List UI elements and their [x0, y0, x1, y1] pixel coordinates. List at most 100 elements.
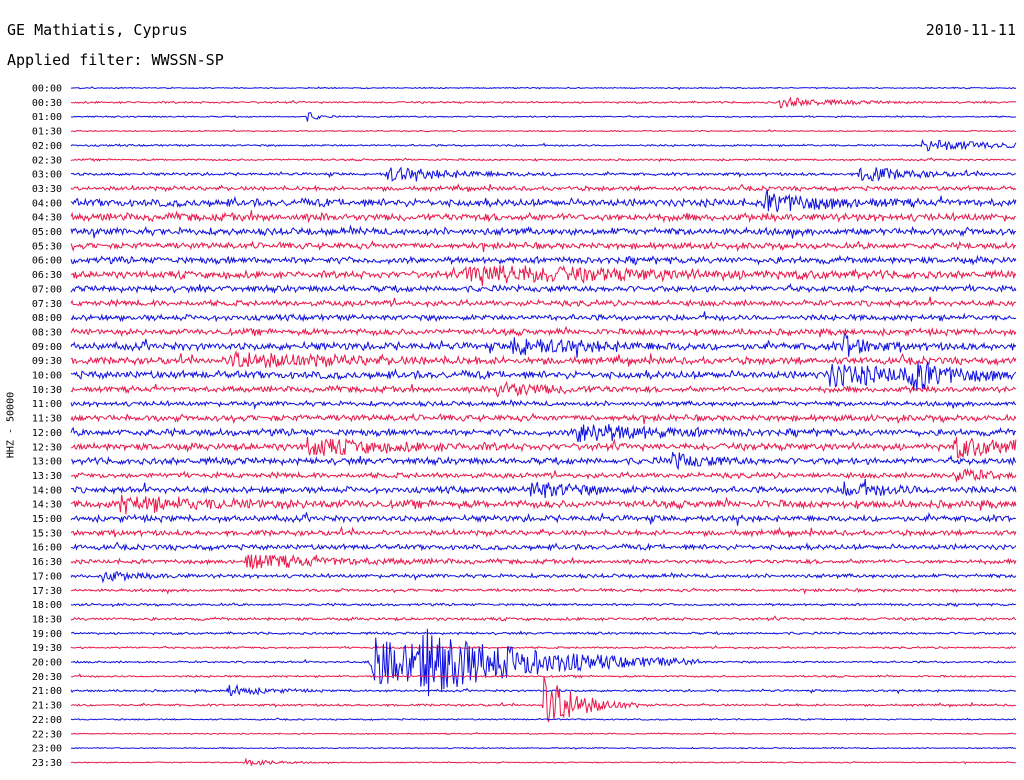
- row-label-1300: 13:00: [32, 457, 62, 468]
- row-label-1600: 16:00: [32, 543, 62, 554]
- row-label-2230: 22:30: [32, 729, 62, 740]
- trace-row-0700: [70, 283, 1017, 295]
- trace-row-0100: [70, 112, 1016, 122]
- trace-row-1700: [70, 571, 1017, 584]
- trace-row-0000: [71, 86, 1017, 91]
- row-label-1000: 10:00: [32, 371, 62, 382]
- trace-row-1530: [70, 525, 1017, 538]
- trace-row-2230: [70, 731, 1017, 736]
- row-label-0900: 09:00: [32, 342, 62, 353]
- row-label-0830: 08:30: [32, 327, 62, 338]
- row-label-1500: 15:00: [32, 514, 62, 525]
- row-label-0800: 08:00: [32, 313, 62, 324]
- trace-row-2200: [70, 717, 1017, 721]
- row-label-0930: 09:30: [32, 356, 62, 367]
- trace-row-1730: [70, 587, 1017, 595]
- trace-row-1200: [70, 424, 1017, 443]
- row-label-1100: 11:00: [32, 399, 62, 410]
- trace-row-2130: [70, 676, 1016, 723]
- trace-row-1030: [70, 380, 1016, 398]
- row-label-2330: 23:30: [32, 758, 62, 769]
- trace-row-1400: [70, 478, 1017, 499]
- trace-row-0430: [70, 210, 1017, 224]
- trace-row-1800: [70, 602, 1016, 608]
- row-label-0100: 01:00: [32, 112, 62, 123]
- row-label-1400: 14:00: [32, 485, 62, 496]
- trace-row-1100: [70, 398, 1017, 410]
- row-label-2030: 20:30: [32, 672, 62, 683]
- row-label-1800: 18:00: [32, 600, 62, 611]
- trace-row-0630: [70, 264, 1017, 287]
- trace-row-0030: [71, 96, 1017, 109]
- row-label-0530: 05:30: [32, 241, 62, 252]
- row-label-2300: 23:00: [32, 744, 62, 755]
- row-label-0300: 03:00: [32, 170, 62, 181]
- trace-row-1930: [70, 645, 1016, 650]
- station-title: GE Mathiatis, Cyprus: [7, 21, 188, 39]
- row-label-1230: 12:30: [32, 442, 62, 453]
- trace-row-0500: [70, 224, 1016, 239]
- date-label: 2010-11-11: [925, 21, 1016, 39]
- row-label-0030: 00:30: [32, 98, 62, 109]
- row-label-0600: 06:00: [32, 256, 62, 267]
- trace-row-1000: [70, 361, 1017, 391]
- row-label-0400: 04:00: [32, 198, 62, 209]
- row-label-1430: 14:30: [32, 500, 62, 511]
- trace-row-0600: [70, 254, 1017, 266]
- row-label-1700: 17:00: [32, 571, 62, 582]
- row-label-0430: 04:30: [32, 213, 62, 224]
- trace-row-0200: [70, 138, 1017, 152]
- row-label-0130: 01:30: [32, 127, 62, 138]
- row-label-2200: 22:00: [32, 715, 62, 726]
- trace-row-0230: [70, 157, 1017, 163]
- trace-row-1630: [70, 553, 1017, 570]
- trace-row-0530: [70, 240, 1016, 253]
- row-label-0000: 00:00: [32, 84, 62, 95]
- row-label-1530: 15:30: [32, 528, 62, 539]
- trace-row-2030: [70, 673, 1017, 679]
- row-label-0330: 03:30: [32, 184, 62, 195]
- row-label-0500: 05:00: [32, 227, 62, 238]
- trace-row-2330: [70, 757, 1016, 766]
- trace-group: [70, 86, 1017, 766]
- row-label-1930: 19:30: [32, 643, 62, 654]
- trace-row-1300: [70, 451, 1017, 471]
- row-label-1630: 16:30: [32, 557, 62, 568]
- row-label-1330: 13:30: [32, 471, 62, 482]
- trace-row-1600: [70, 541, 1017, 552]
- row-label-1730: 17:30: [32, 586, 62, 597]
- trace-row-1130: [70, 412, 1017, 425]
- trace-row-1330: [71, 467, 1017, 482]
- trace-row-0830: [70, 325, 1017, 338]
- row-label-0730: 07:30: [32, 299, 62, 310]
- trace-row-0800: [70, 311, 1017, 323]
- trace-row-0400: [70, 189, 1017, 213]
- trace-row-0300: [70, 166, 1016, 182]
- row-label-group: 00:00 00:30 01:00 01:30 02:00 02:30 03:00 03:30…: [32, 84, 62, 769]
- trace-row-0730: [70, 296, 1017, 309]
- filter-label: Applied filter: WWSSN-SP: [7, 51, 224, 69]
- row-label-0700: 07:00: [32, 284, 62, 295]
- row-label-0230: 02:30: [32, 155, 62, 166]
- trace-row-0900: [70, 332, 1017, 358]
- row-label-2000: 20:00: [32, 658, 62, 669]
- trace-row-1230: [71, 436, 1017, 459]
- trace-row-1430: [70, 494, 1017, 515]
- trace-row-1830: [70, 615, 1017, 622]
- row-label-0630: 06:30: [32, 270, 62, 281]
- row-label-1200: 12:00: [32, 428, 62, 439]
- row-label-2130: 21:30: [32, 701, 62, 712]
- row-label-1900: 19:00: [32, 629, 62, 640]
- row-label-1830: 18:30: [32, 614, 62, 625]
- trace-row-0130: [70, 128, 1016, 133]
- row-label-2100: 21:00: [32, 686, 62, 697]
- trace-row-0930: [70, 350, 1017, 368]
- row-label-0200: 02:00: [32, 141, 62, 152]
- row-label-1130: 11:30: [32, 414, 62, 425]
- trace-row-0330: [70, 183, 1017, 193]
- trace-row-2300: [70, 746, 1016, 750]
- row-label-1030: 10:30: [32, 385, 62, 396]
- trace-row-2000: [70, 628, 1016, 697]
- trace-row-1900: [70, 630, 1017, 636]
